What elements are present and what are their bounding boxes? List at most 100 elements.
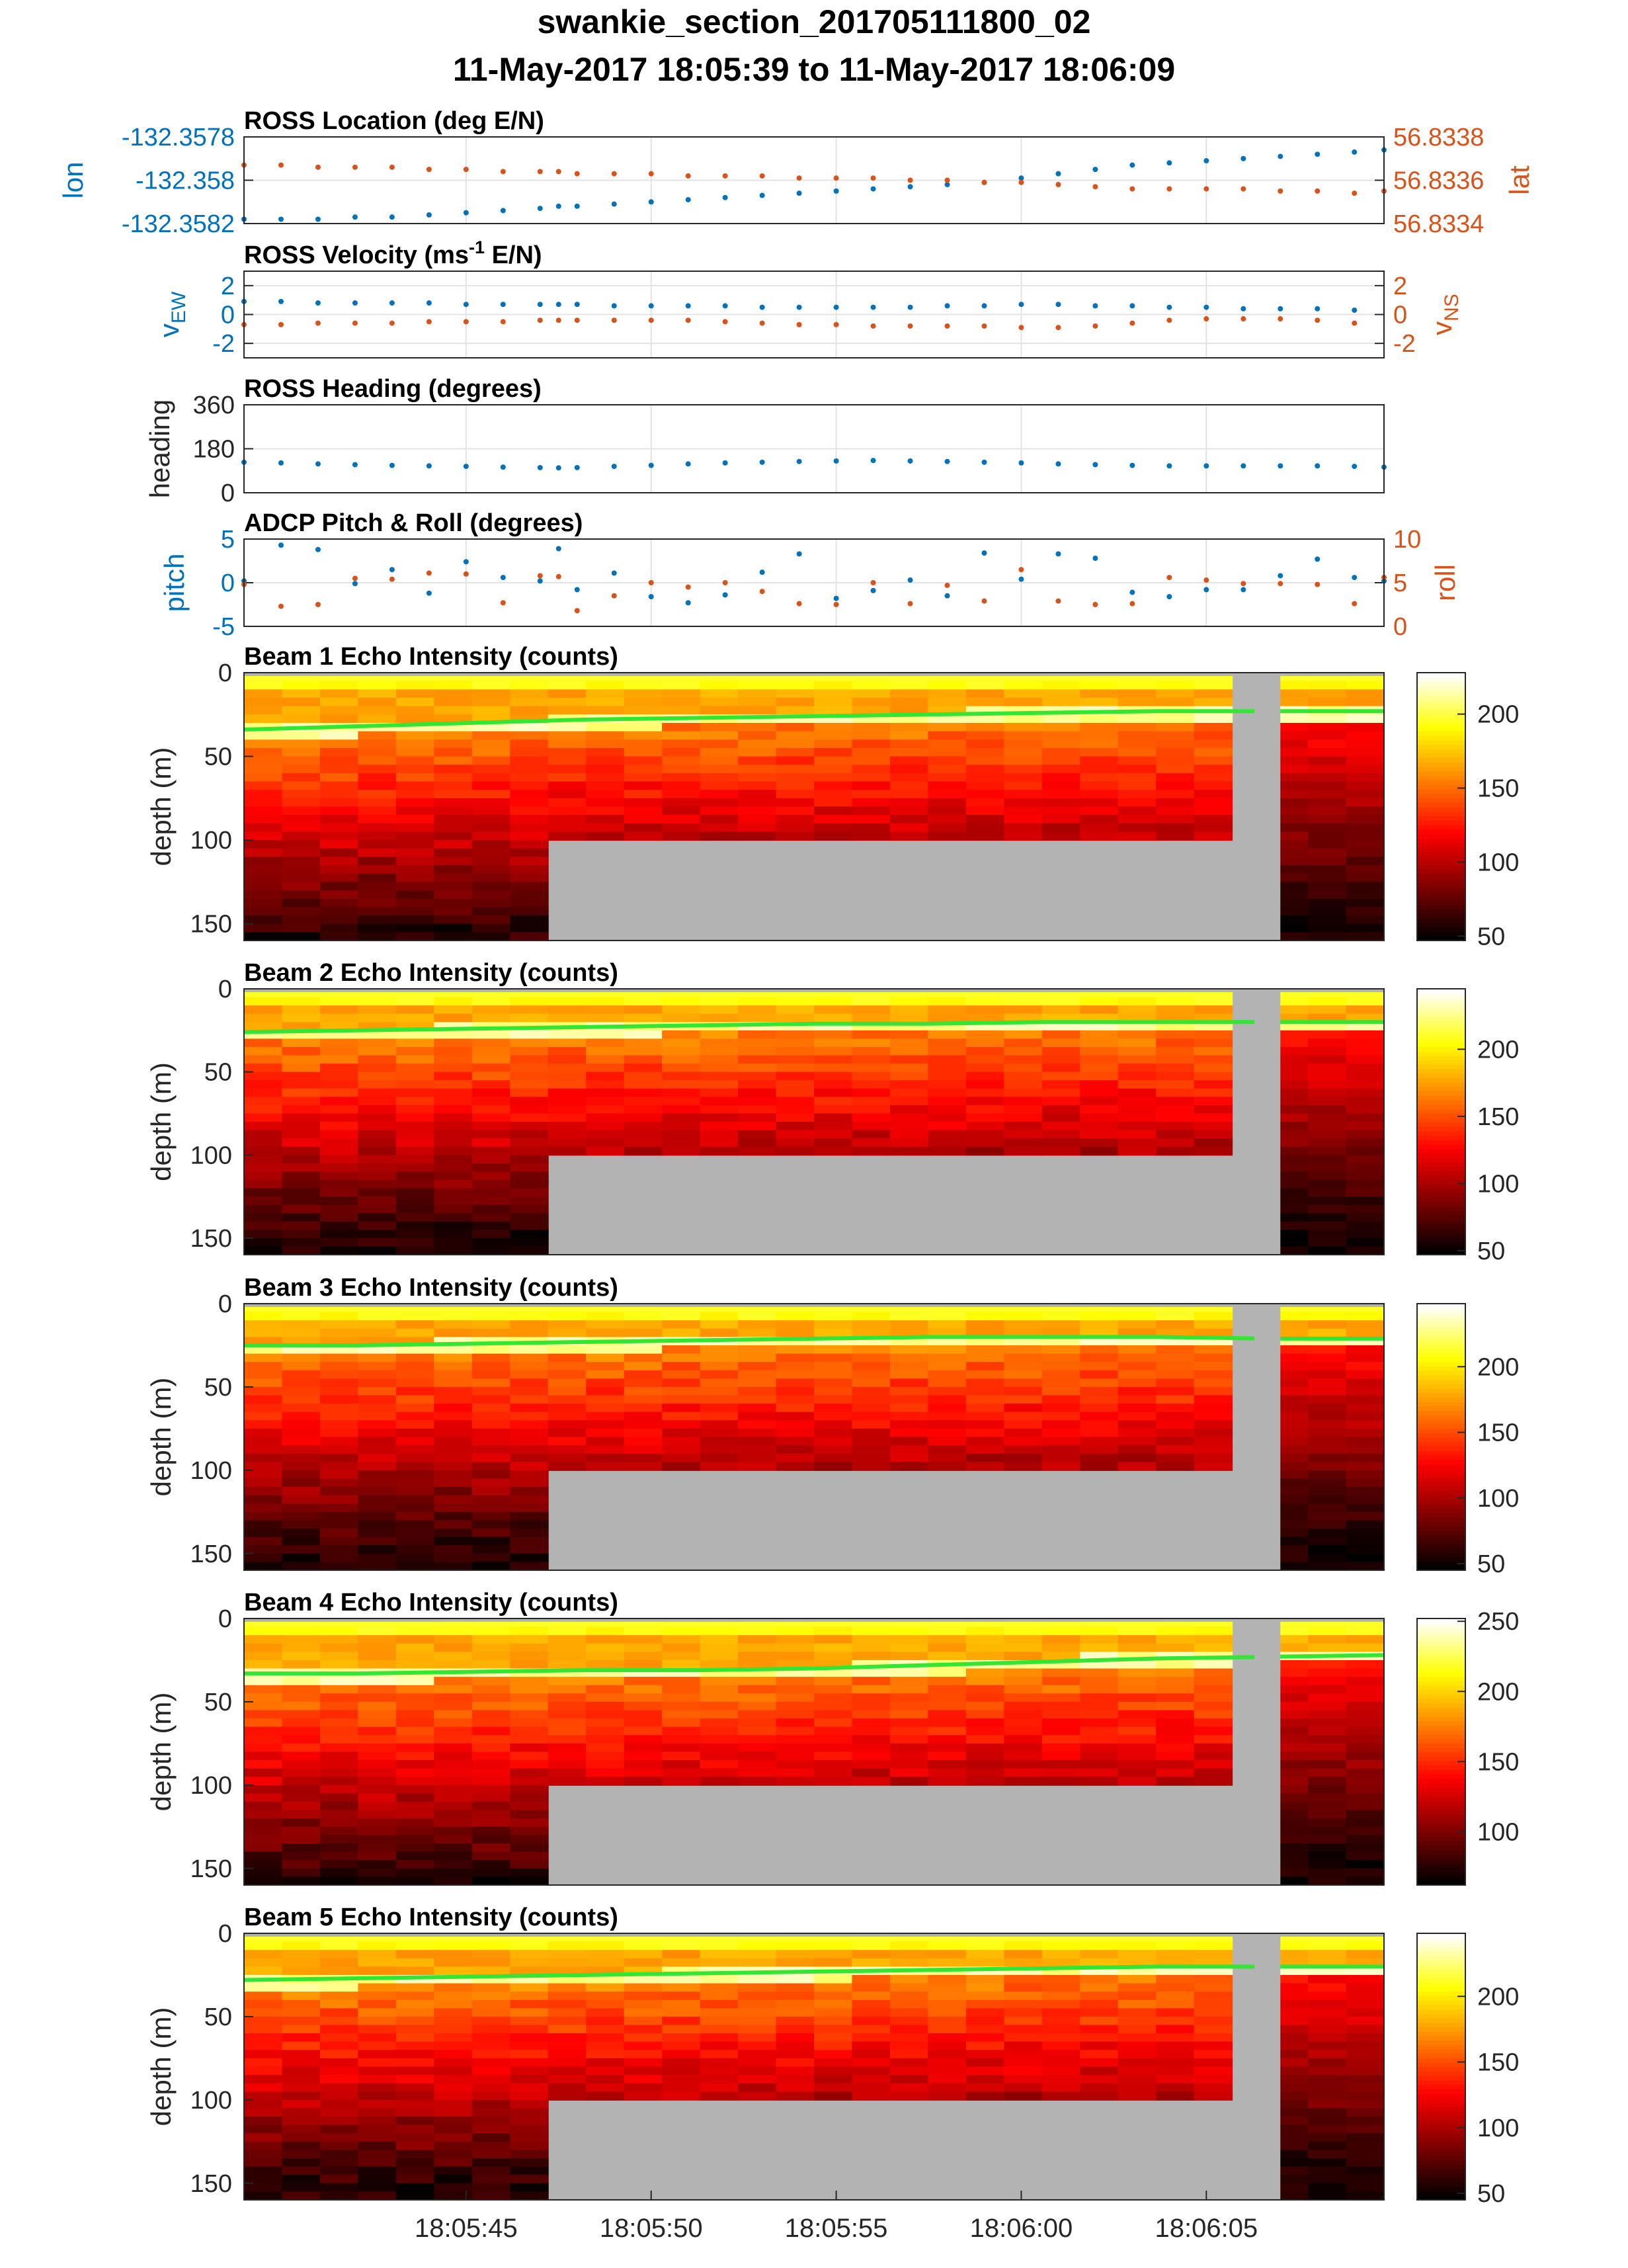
beam2-cell: [1004, 1071, 1043, 1081]
beam2-cell: [1308, 1146, 1347, 1156]
panel-location: ROSS Location (deg E/N)-132.3578-132.358…: [58, 107, 1535, 238]
beam3-cell: [889, 1353, 929, 1363]
beam3-cell: [471, 1370, 511, 1380]
beam1-colorbar-segment: [1417, 712, 1465, 718]
beam1-cell: [471, 765, 511, 774]
beam3-cell: [1118, 1462, 1157, 1471]
beam4-cell: [358, 1751, 397, 1761]
beam2-cell: [1308, 1122, 1347, 1131]
beam3-cell: [1194, 1462, 1233, 1471]
beam3-cell: [738, 1453, 777, 1463]
beam3-cell: [548, 1328, 587, 1338]
beam3-cell: [319, 1378, 359, 1388]
beam4-cell: [395, 1760, 435, 1769]
beam1-cell: [700, 739, 739, 749]
beam2-cell: [1194, 1005, 1233, 1015]
beam3-cell: [738, 1362, 777, 1371]
beam2-cell: [889, 1097, 929, 1106]
beam4-cell: [395, 1685, 435, 1695]
beam1-cell: [586, 773, 625, 782]
beam3-cell: [1346, 1411, 1385, 1421]
beam5-cell: [738, 1941, 777, 1951]
beam2-cell: [624, 1071, 663, 1081]
beam1-cell: [1308, 882, 1347, 892]
beam4-colorbar-segment: [1417, 1827, 1465, 1833]
beam3-colorbar-segment: [1417, 1366, 1465, 1371]
beam5-cell: [244, 2033, 283, 2042]
beam5-cell: [814, 2083, 853, 2093]
beam4-cell: [471, 1835, 511, 1845]
beam4-cell: [1308, 1622, 1347, 1627]
beam5-cell: [624, 2033, 663, 2042]
beam1-colorbar-segment: [1417, 753, 1465, 759]
beam2-cell: [700, 1097, 739, 1106]
beam4-cell: [586, 1643, 625, 1653]
beam3-cell: [738, 1437, 777, 1447]
beam4-cell: [852, 1751, 891, 1761]
beam1-cell: [1156, 722, 1195, 732]
beam3-cell: [1308, 1312, 1347, 1322]
beam2-cell: [510, 1246, 549, 1255]
beam1-cell: [1308, 815, 1347, 824]
beam4-cell: [319, 1635, 359, 1644]
beam3-cell: [738, 1404, 777, 1413]
location-point-lon: [944, 182, 950, 188]
beam4-cell: [510, 1876, 549, 1885]
beam2-colorbar-segment: [1417, 1219, 1465, 1225]
beam3-cell: [624, 1420, 663, 1429]
heading-point-heading: [1241, 463, 1246, 469]
beam2-cell: [282, 1163, 321, 1173]
beam4-cell: [510, 1793, 549, 1803]
beam1-cell: [1041, 689, 1081, 698]
beam3-cell: [928, 1386, 967, 1396]
heading-point-heading: [537, 464, 543, 470]
beam3-cell: [282, 1353, 321, 1363]
beam3-cell: [358, 1307, 397, 1312]
beam5-cell: [1346, 2050, 1385, 2059]
beam1-cell: [1118, 815, 1157, 824]
beam5-cell: [358, 2158, 397, 2167]
beam1-cell: [624, 798, 663, 808]
velocity-title-superscript: -1: [469, 237, 485, 257]
beam3-cell: [1080, 1428, 1119, 1438]
velocity-point-vNS: [1166, 317, 1172, 323]
beam1-cell: [965, 756, 1005, 766]
beam1-cell: [1118, 781, 1157, 791]
beam4-cell: [1346, 1701, 1385, 1711]
beam3-cell: [1080, 1453, 1119, 1463]
beam1-cell: [624, 773, 663, 782]
beam3-colorbar-segment: [1417, 1343, 1465, 1349]
beam1-cell: [1346, 747, 1385, 757]
beam5-cell: [244, 1941, 283, 1951]
beam2-cell: [434, 1171, 473, 1181]
beam1-colorbar-segment: [1417, 806, 1465, 812]
beam2-cell: [1080, 1097, 1119, 1106]
beam5-cell: [1004, 2025, 1043, 2035]
beam4-cell: [814, 1643, 853, 1653]
beam1-cell: [738, 790, 777, 799]
beam3-cell: [1118, 1420, 1157, 1429]
beam2-cell: [1270, 992, 1309, 997]
beam5-cell: [1194, 2091, 1233, 2101]
beam1-cell: [624, 790, 663, 799]
beam2-cell: [1346, 1163, 1385, 1173]
beam5-cell: [395, 2117, 435, 2126]
location-ylabel-right: lat: [1504, 165, 1535, 195]
beam5-cell: [1080, 1999, 1119, 2009]
beam2-cell: [1118, 1064, 1157, 1073]
beam5-cell: [1118, 2050, 1157, 2059]
beam2-cell: [319, 1188, 359, 1198]
beam5-cell: [965, 2083, 1005, 2093]
pitchroll-ytick-label-left: 5: [221, 526, 235, 554]
beam3-cell: [282, 1520, 321, 1530]
beam4-cell: [434, 1726, 473, 1736]
beam3-cell: [548, 1378, 587, 1388]
beam4-cell: [852, 1693, 891, 1702]
panel-beam2: Beam 2 Echo Intensity (counts)050100150d…: [145, 959, 1519, 1265]
beam2-cell: [358, 1055, 397, 1065]
beam2-cell: [358, 1080, 397, 1089]
beam5-cell: [1041, 1950, 1081, 1959]
beam1-cell: [510, 848, 549, 858]
heading-point-heading: [981, 459, 987, 465]
beam5-cell: [319, 1992, 359, 2001]
